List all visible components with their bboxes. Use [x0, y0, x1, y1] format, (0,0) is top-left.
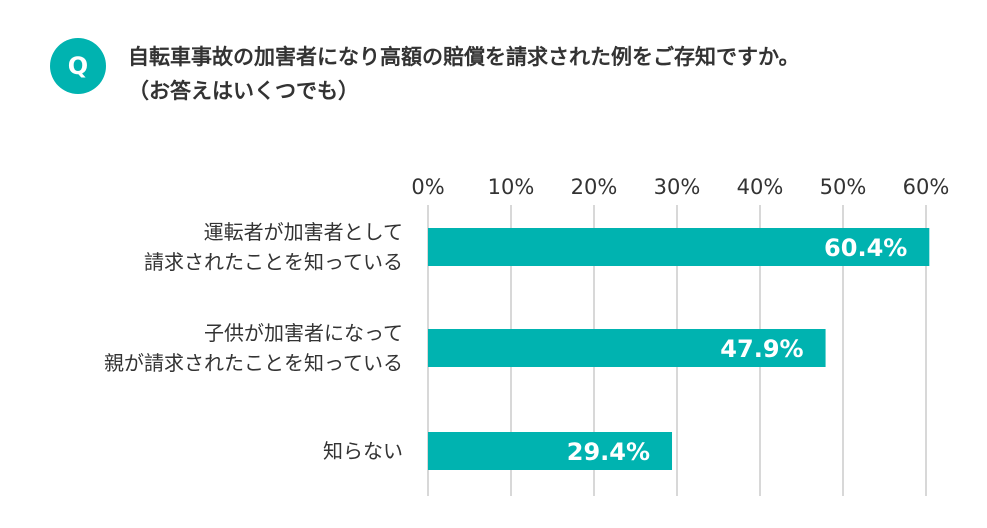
question-title: 自転車事故の加害者になり高額の賠償を請求された例をご存知ですか。 （お答えはいく… — [128, 40, 968, 108]
bar — [428, 228, 930, 266]
x-tick-label: 50% — [820, 175, 867, 199]
category-label: 知らない — [323, 439, 403, 463]
data-label: 60.4% — [824, 234, 907, 262]
category-label: 請求されたことを知っている — [144, 250, 403, 274]
bar — [428, 329, 826, 367]
data-label: 47.9% — [720, 335, 803, 363]
x-tick-label: 10% — [488, 175, 535, 199]
x-tick-label: 60% — [903, 175, 950, 199]
x-tick-label: 20% — [571, 175, 618, 199]
x-tick-label: 30% — [654, 175, 701, 199]
category-label: 親が請求されたことを知っている — [104, 351, 403, 375]
data-label: 29.4% — [567, 438, 650, 466]
category-label: 運転者が加害者として — [204, 220, 403, 244]
x-tick-label: 40% — [737, 175, 784, 199]
question-badge: Q — [50, 38, 106, 94]
question-line-2: （お答えはいくつでも） — [128, 79, 359, 103]
bar — [428, 432, 673, 470]
x-tick-label: 0% — [411, 175, 444, 199]
question-line-1: 自転車事故の加害者になり高額の賠償を請求された例をご存知ですか。 — [128, 45, 800, 69]
category-label: 子供が加害者になって — [204, 321, 403, 345]
